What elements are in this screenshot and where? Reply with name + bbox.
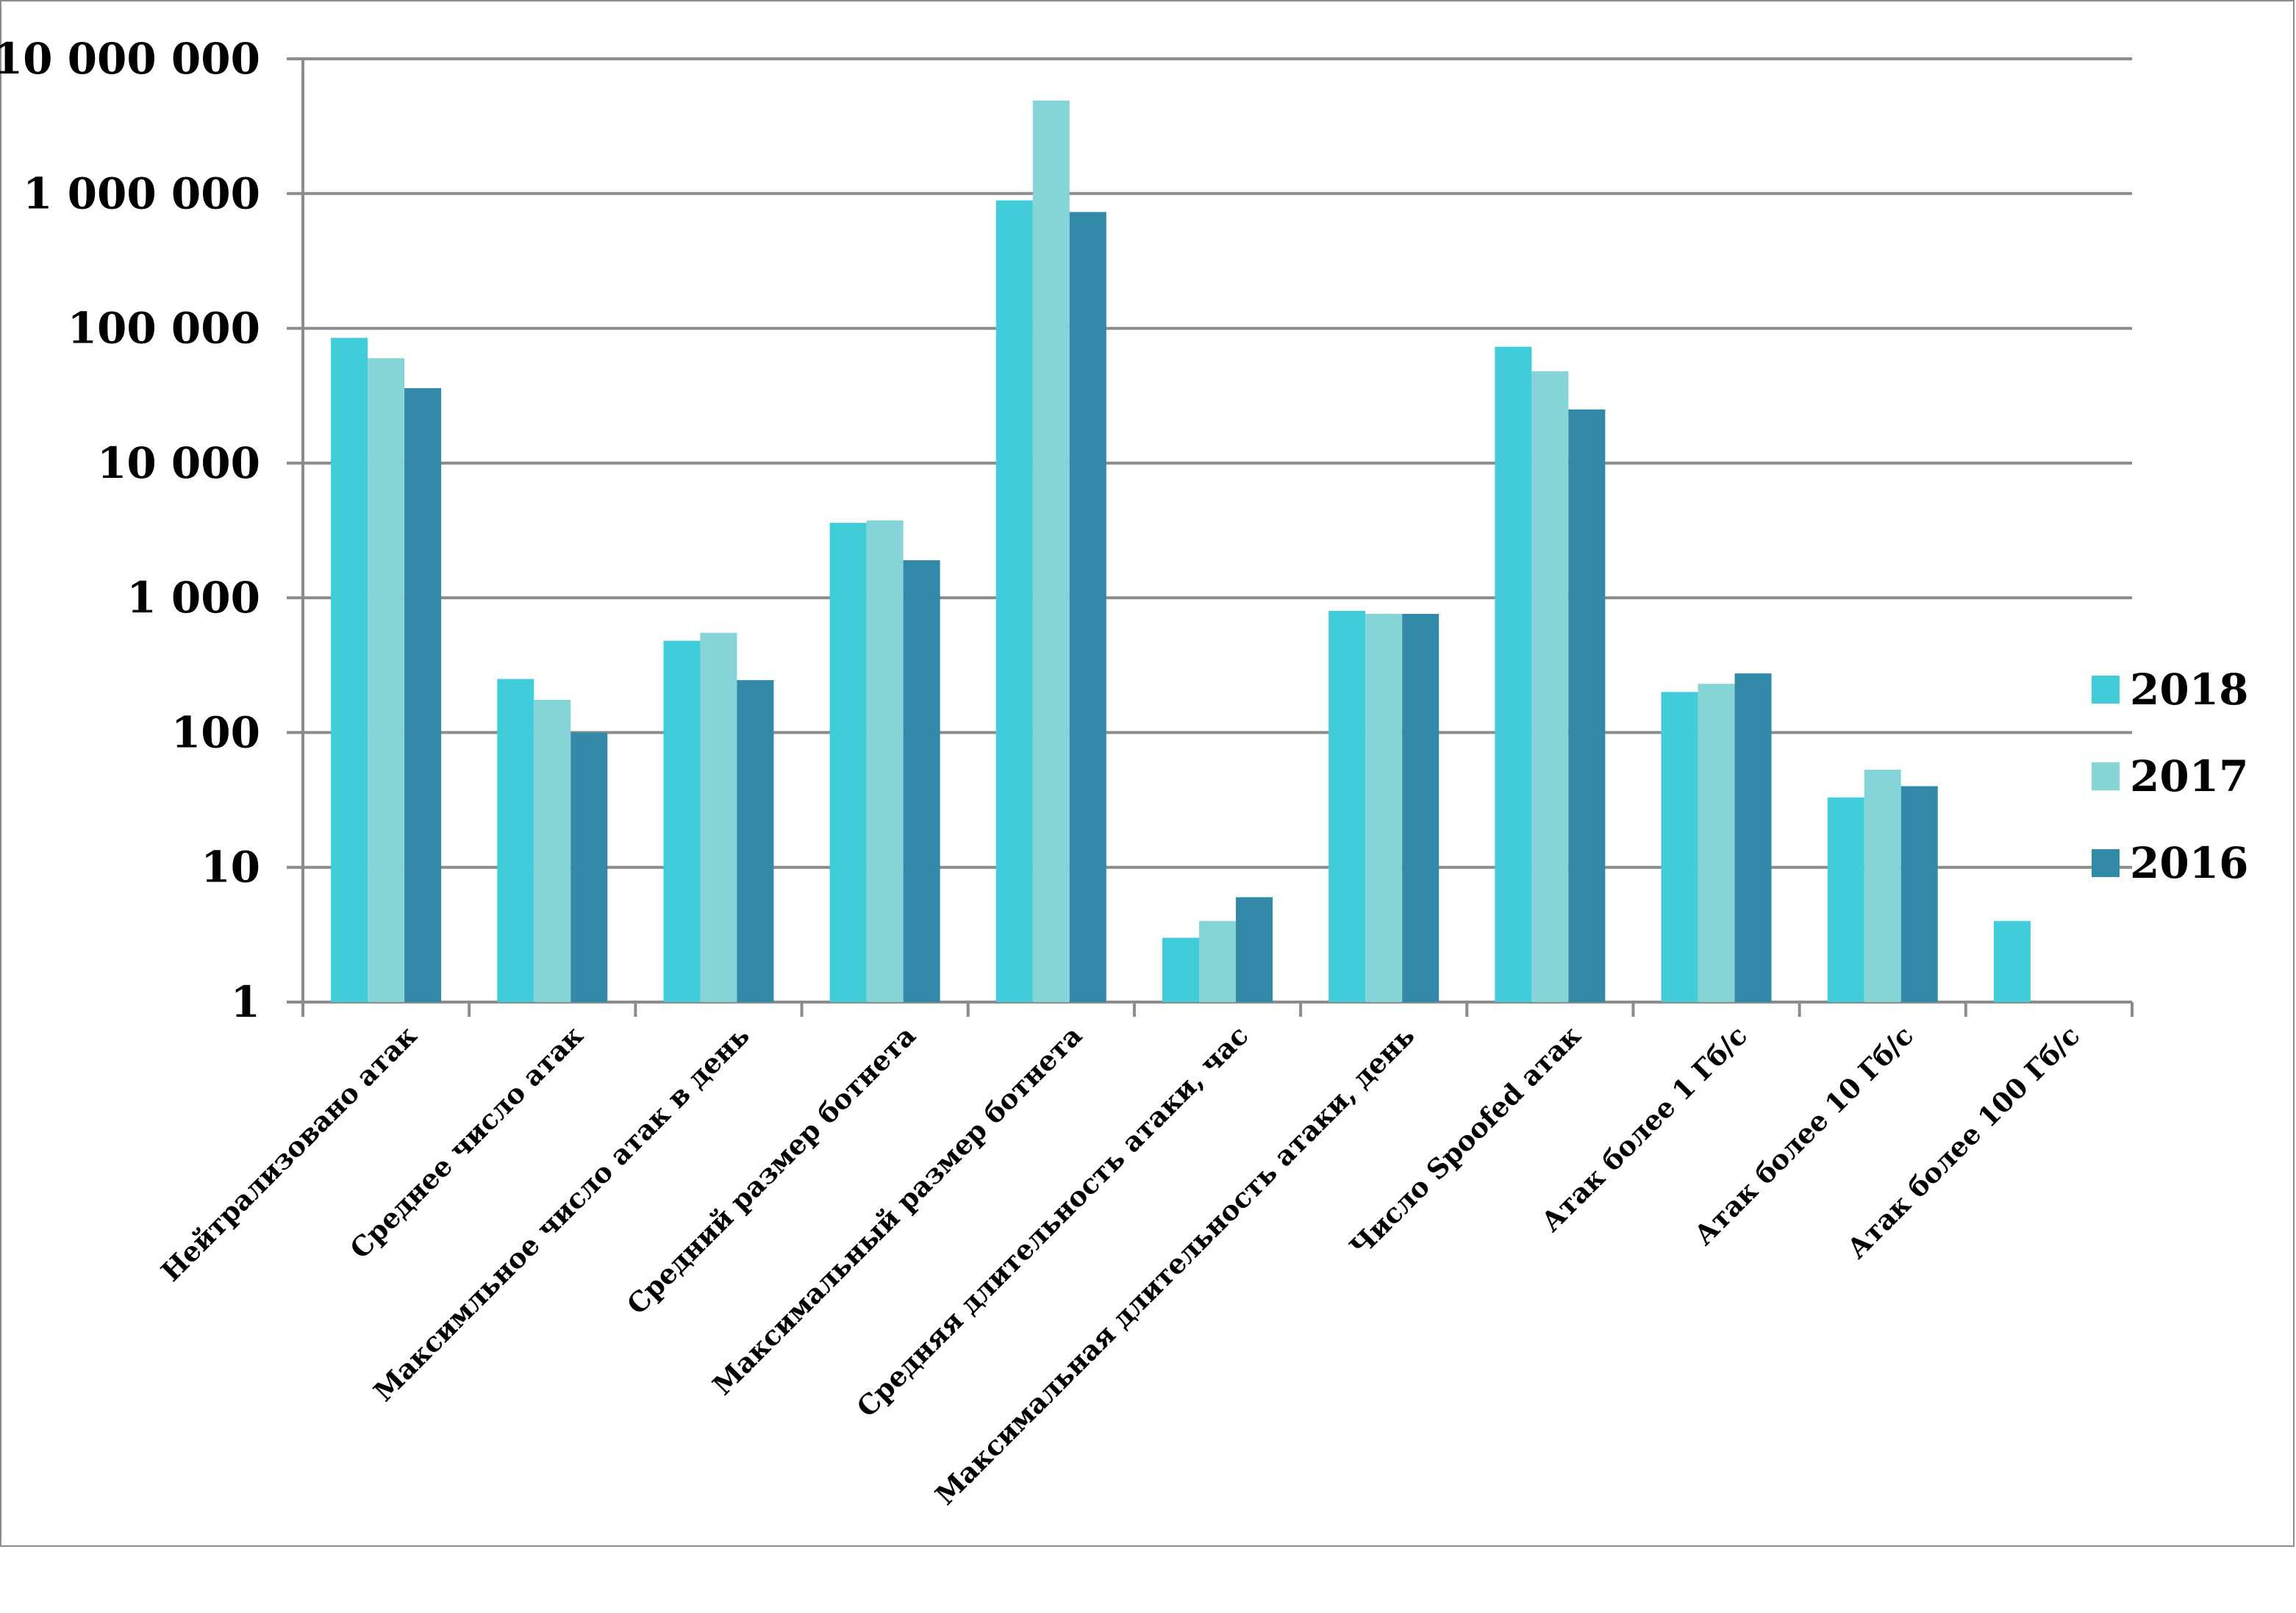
bar — [1199, 920, 1236, 1002]
y-tick-label: 10 000 000 — [0, 34, 260, 84]
bar — [1402, 613, 1440, 1002]
bar — [404, 387, 442, 1002]
bar — [1661, 692, 1698, 1002]
bar — [1328, 610, 1366, 1002]
bar — [903, 560, 940, 1002]
x-tick-label: Максимльное число атак в день — [367, 1019, 755, 1407]
bar — [1495, 346, 1532, 1002]
y-tick-label: 100 000 — [68, 304, 260, 354]
bar — [1365, 613, 1403, 1002]
bar — [663, 640, 701, 1002]
y-tick-label: 10 000 — [97, 438, 260, 488]
x-tick-label: Максимальный размер ботнета — [706, 1019, 1088, 1401]
x-tick-label: Средний размер ботнета — [621, 1019, 922, 1320]
bar — [1069, 212, 1106, 1002]
bar — [1827, 797, 1864, 1002]
bar — [1236, 897, 1273, 1002]
bar — [1032, 100, 1070, 1003]
bar — [1698, 684, 1735, 1002]
bar — [534, 699, 571, 1002]
y-tick-label: 1 000 — [126, 573, 260, 623]
bar — [866, 520, 904, 1002]
bar — [737, 680, 774, 1002]
bar — [700, 632, 737, 1002]
x-tick-label: Средняя длительность атаки, час — [851, 1019, 1255, 1423]
bar — [829, 523, 867, 1002]
bar — [1864, 769, 1901, 1002]
bar — [1993, 920, 2031, 1002]
bar — [497, 679, 534, 1002]
bar — [1734, 673, 1772, 1002]
legend-swatch — [2092, 762, 2120, 790]
legend-label: 2016 — [2130, 838, 2248, 888]
y-tick-label: 100 — [171, 707, 260, 757]
y-tick-label: 1 — [231, 977, 260, 1027]
bar — [1162, 937, 1199, 1002]
bar — [1568, 409, 1606, 1002]
legend-label: 2017 — [2130, 751, 2248, 801]
bar — [571, 732, 608, 1002]
y-tick-label: 1 000 000 — [23, 168, 260, 218]
legend-swatch — [2092, 676, 2120, 704]
bar — [331, 337, 368, 1002]
bar — [995, 200, 1033, 1003]
bar — [368, 358, 405, 1002]
legend-label: 2018 — [2130, 665, 2248, 715]
bar — [1900, 786, 1938, 1002]
y-tick-label: 10 — [201, 843, 260, 893]
bar — [1531, 371, 1569, 1002]
legend-swatch — [2092, 849, 2120, 877]
